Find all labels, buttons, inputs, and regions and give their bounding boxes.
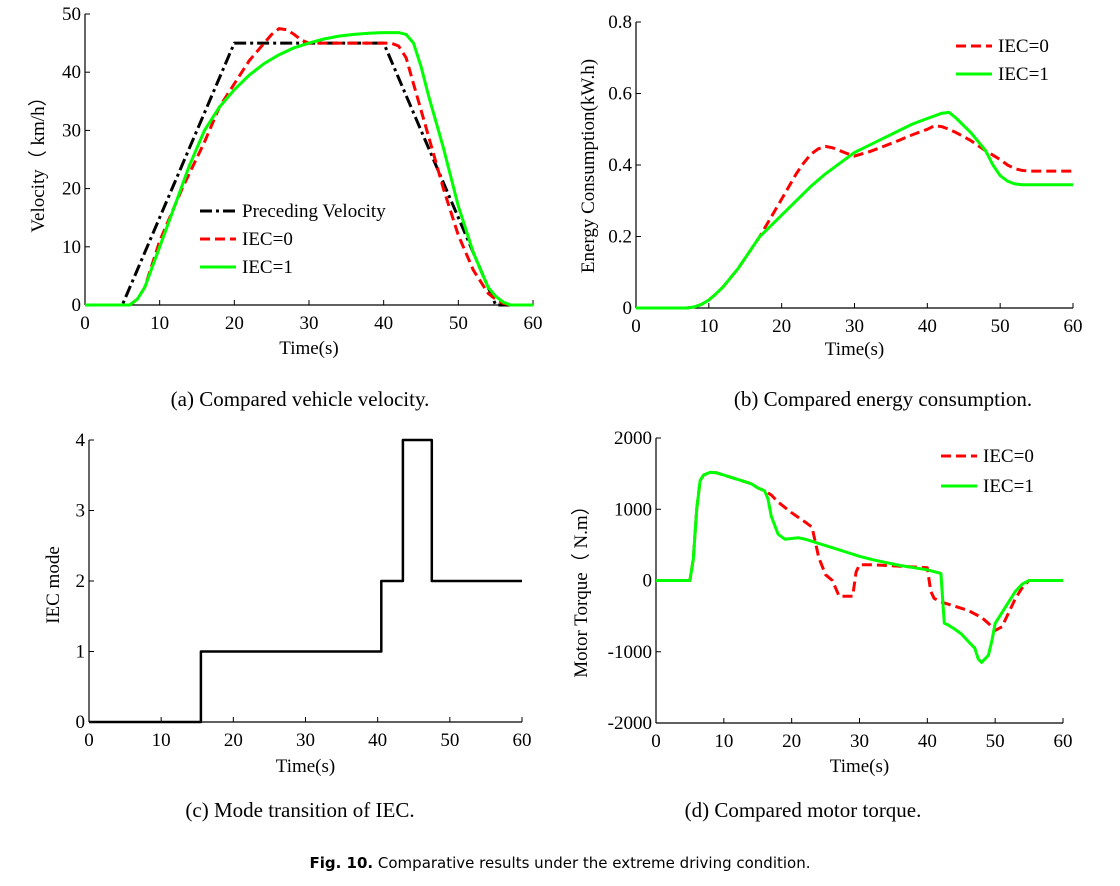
y-tick-label: 2 [76,571,86,592]
y-tick-label: 1 [76,642,86,663]
panel-energy-consumption: 0 10 20 30 40 50 60 0 0.2 0.4 0.6 0.8 Time(s) Energy … [578,12,1083,360]
caption-c: (c) Mode transition of IEC. [185,798,414,822]
x-tick-label: 60 [1064,316,1083,337]
y-tick-label: 0 [72,295,82,316]
y-tick-label: -2000 [608,713,652,734]
x-tick-label: 10 [150,313,169,334]
x-tick-label: 50 [986,731,1005,752]
x-tick-label: 30 [850,731,869,752]
y-tick-label: 50 [62,4,81,25]
legend-label: IEC=0 [998,36,1049,57]
y-tick-label: 30 [62,120,81,141]
x-axis-label: Time(s) [276,756,335,777]
x-tick-label: 60 [1054,731,1073,752]
legend-label: IEC=0 [242,229,293,250]
y-tick-label: 3 [76,501,86,522]
x-axis-label: Time(s) [279,338,338,359]
x-tick-label: 30 [300,313,319,334]
y-tick-label: 0.2 [608,227,632,248]
panel-velocity: 0 10 20 30 40 50 60 0 10 20 30 40 50 Time(s) Velocity（… [27,4,543,359]
y-tick-label: 4 [76,430,86,451]
x-tick-label: 30 [296,730,315,751]
x-tick-label: 40 [368,730,387,751]
figure-caption-label: Fig. 10. [310,854,374,872]
x-tick-label: 0 [80,313,90,334]
legend-label: Preceding Velocity [242,201,386,222]
series-line-iec-1 [656,470,1063,664]
x-tick-label: 50 [440,730,459,751]
x-tick-label: 60 [513,730,532,751]
x-tick-label: 0 [84,730,94,751]
x-tick-label: 0 [651,731,661,752]
y-tick-label: 0 [643,571,653,592]
caption-d: (d) Compared motor torque. [685,798,922,822]
y-tick-label: 2000 [614,428,652,449]
y-tick-label: 0.6 [608,84,632,105]
legend-label: IEC=1 [998,64,1049,85]
legend-label: IEC=1 [242,257,293,278]
x-tick-label: 40 [918,731,937,752]
y-tick-label: 0.8 [608,12,632,33]
y-axis-label: Velocity（ km/h） [27,87,49,232]
panel-motor-torque: 0 10 20 30 40 50 60 -2000 -1000 0 1000 2000 Time(s) M… [570,428,1073,777]
x-tick-label: 10 [699,316,718,337]
caption-a: (a) Compared vehicle velocity. [171,387,430,411]
legend-label: IEC=0 [983,446,1034,467]
y-tick-label: 1000 [614,499,652,520]
series-line-iec-1 [636,110,1073,310]
y-tick-label: -1000 [608,642,652,663]
x-tick-label: 60 [524,313,543,334]
y-tick-label: 0 [623,298,633,319]
figure-caption-text: Comparative results under the extreme dr… [373,854,810,872]
x-tick-label: 10 [152,730,171,751]
x-axis-label: Time(s) [830,756,889,777]
y-axis-label: Motor Torque（ N.m） [570,496,592,677]
x-tick-label: 30 [845,316,864,337]
series-line-iec-mode [89,438,522,724]
x-tick-label: 50 [449,313,468,334]
x-tick-label: 40 [374,313,393,334]
series-line-iec-1 [85,31,533,307]
y-tick-label: 10 [62,237,81,258]
panel-iec-mode: 0 10 20 30 40 50 60 0 1 2 3 4 Time(s) IEC mode [43,430,532,777]
x-tick-label: 20 [225,313,244,334]
y-tick-label: 0.4 [608,155,632,176]
x-tick-label: 20 [224,730,243,751]
figure-caption: Fig. 10. Comparative results under the e… [310,854,811,872]
x-tick-label: 10 [714,731,733,752]
caption-b: (b) Compared energy consumption. [734,387,1032,411]
x-axis-label: Time(s) [825,339,884,360]
x-tick-label: 20 [772,316,791,337]
x-tick-label: 50 [991,316,1010,337]
x-tick-label: 20 [782,731,801,752]
legend-label: IEC=1 [983,476,1034,497]
y-axis-label: Energy Consumption(kW.h) [578,59,599,273]
y-tick-label: 40 [62,62,81,83]
x-tick-label: 40 [918,316,937,337]
y-axis-label: IEC mode [43,546,64,624]
x-tick-label: 0 [631,316,641,337]
y-tick-label: 20 [62,179,81,200]
y-tick-label: 0 [76,712,86,733]
